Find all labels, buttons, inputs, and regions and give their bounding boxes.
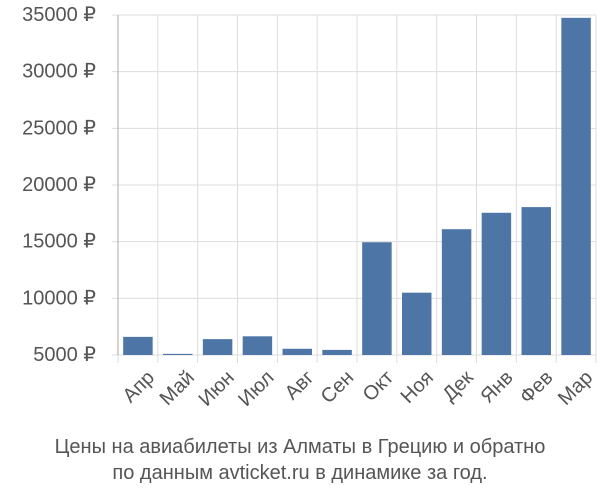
x-tick-label: Янв — [476, 367, 517, 408]
bar-4 — [242, 336, 273, 355]
y-tick-label: 35000 ₽ — [22, 4, 96, 26]
x-tick-label: Сен — [317, 367, 358, 408]
x-tick-label: Дек — [439, 366, 478, 405]
bar-9 — [441, 229, 472, 355]
x-tick-label: Окт — [359, 367, 398, 406]
x-tick-label: Фев — [516, 367, 558, 409]
x-tick-label: Ноя — [397, 367, 438, 408]
y-tick-label: 15000 ₽ — [22, 231, 96, 253]
x-tick-label: Авг — [281, 367, 319, 405]
bar-2 — [163, 353, 193, 355]
y-tick-label: 20000 ₽ — [22, 174, 96, 196]
bar-11 — [521, 207, 551, 355]
chart-caption-line-2: по данным avticket.ru в динамике за год. — [112, 462, 488, 484]
y-tick-label: 25000 ₽ — [22, 117, 96, 139]
bar-5 — [282, 348, 312, 355]
y-tick-label: 5000 ₽ — [33, 344, 96, 366]
bar-8 — [402, 292, 432, 355]
x-tick-label: Мар — [554, 367, 597, 410]
bar-3 — [202, 339, 233, 355]
bar-10 — [481, 212, 512, 355]
bars — [123, 17, 591, 355]
x-tick-label: Май — [156, 367, 199, 410]
bar-6 — [322, 349, 352, 355]
y-tick-labels: 5000 ₽ 10000 ₽ 15000 ₽ 20000 ₽ 25000 ₽ 30000 … — [22, 4, 96, 366]
x-tick-label: Июн — [195, 367, 239, 411]
bar-12 — [561, 17, 591, 355]
bar-1 — [123, 336, 153, 355]
gridlines — [112, 14, 597, 363]
x-tick-label: Июл — [234, 367, 278, 411]
y-tick-label: 10000 ₽ — [22, 287, 96, 309]
chart-caption-line-1: Цены на авиабилеты из Алматы в Грецию и … — [54, 436, 546, 458]
x-tick-label: Апр — [119, 367, 160, 408]
y-tick-label: 30000 ₽ — [22, 61, 96, 83]
bar-7 — [362, 242, 392, 355]
